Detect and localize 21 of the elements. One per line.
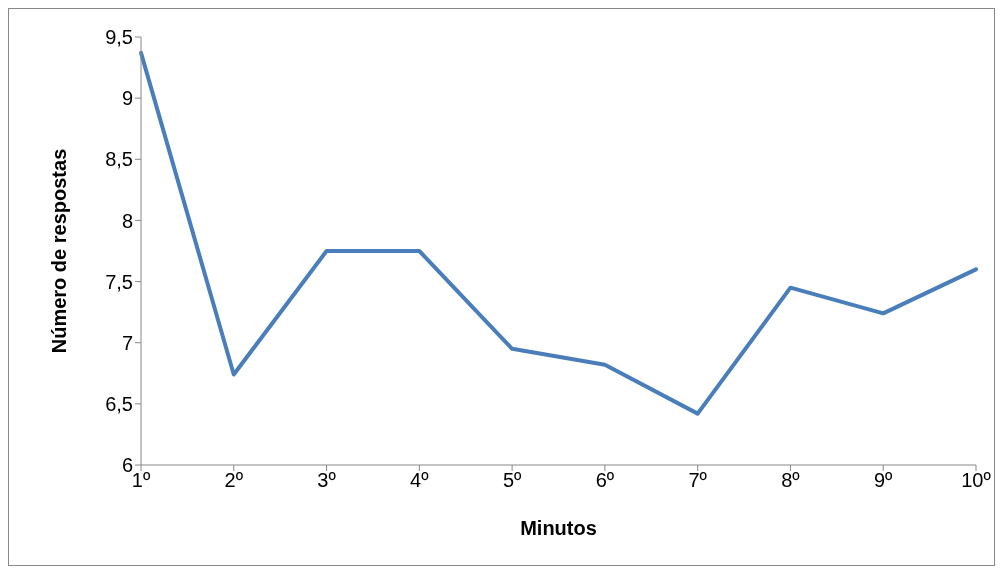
y-tick-label: 8,5 — [105, 148, 133, 171]
y-tick-label: 8 — [121, 209, 133, 232]
x-tick-label: 4º — [410, 469, 430, 492]
line-series — [139, 50, 978, 416]
x-tick-label: 6º — [595, 469, 615, 492]
y-tick-label: 6 — [121, 454, 133, 477]
y-tick-label: 6,5 — [105, 392, 133, 415]
y-tick-label: 7 — [121, 331, 133, 354]
x-axis-title: Minutos — [520, 517, 597, 539]
x-tick-label: 3º — [317, 469, 337, 492]
x-tick-label: 7º — [688, 469, 708, 492]
y-tick-label: 7,5 — [105, 270, 133, 293]
x-tick-label: 10º — [961, 469, 992, 492]
x-tick-label: 1º — [131, 469, 151, 492]
x-tick-label: 5º — [502, 469, 523, 492]
x-tick-label: 9º — [874, 469, 894, 492]
x-tick-label: 2º — [224, 469, 244, 492]
y-axis-title: Número de respostas — [48, 148, 71, 354]
y-tick-label: 9,5 — [105, 26, 133, 49]
x-tick-label: 8º — [781, 469, 801, 492]
y-tick-label: 9 — [121, 87, 133, 110]
